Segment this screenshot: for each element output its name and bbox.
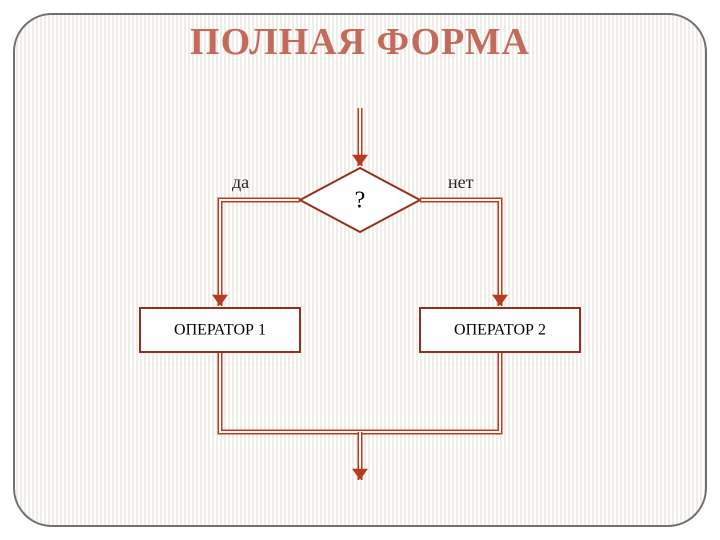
edge-left-outer xyxy=(220,200,300,306)
flowchart: ? ОПЕРАТОР 1 ОПЕРАТОР 2 да нет xyxy=(0,0,720,540)
edge-right-arrowhead xyxy=(492,295,508,306)
edge-entry-arrowhead xyxy=(352,155,368,166)
branch-label-yes: да xyxy=(232,172,249,192)
edge-exit-arrowhead xyxy=(352,469,368,480)
edge-right-outer xyxy=(420,200,500,306)
decision-label: ? xyxy=(355,188,366,214)
edge-left-inner xyxy=(220,200,300,306)
slide: ПОЛНАЯ ФОРМА ?ОПЕРАТОР 1ОПЕРАТОР 2данет xyxy=(0,0,720,540)
edge-right-inner xyxy=(420,200,500,306)
operator-1-node-label: ОПЕРАТОР 1 xyxy=(174,322,266,339)
edge-merge-inner xyxy=(220,352,500,432)
branch-label-no: нет xyxy=(448,172,474,192)
operator-2-node-label: ОПЕРАТОР 2 xyxy=(454,322,546,339)
edge-merge-outer xyxy=(220,352,500,432)
edge-left-arrowhead xyxy=(212,295,228,306)
